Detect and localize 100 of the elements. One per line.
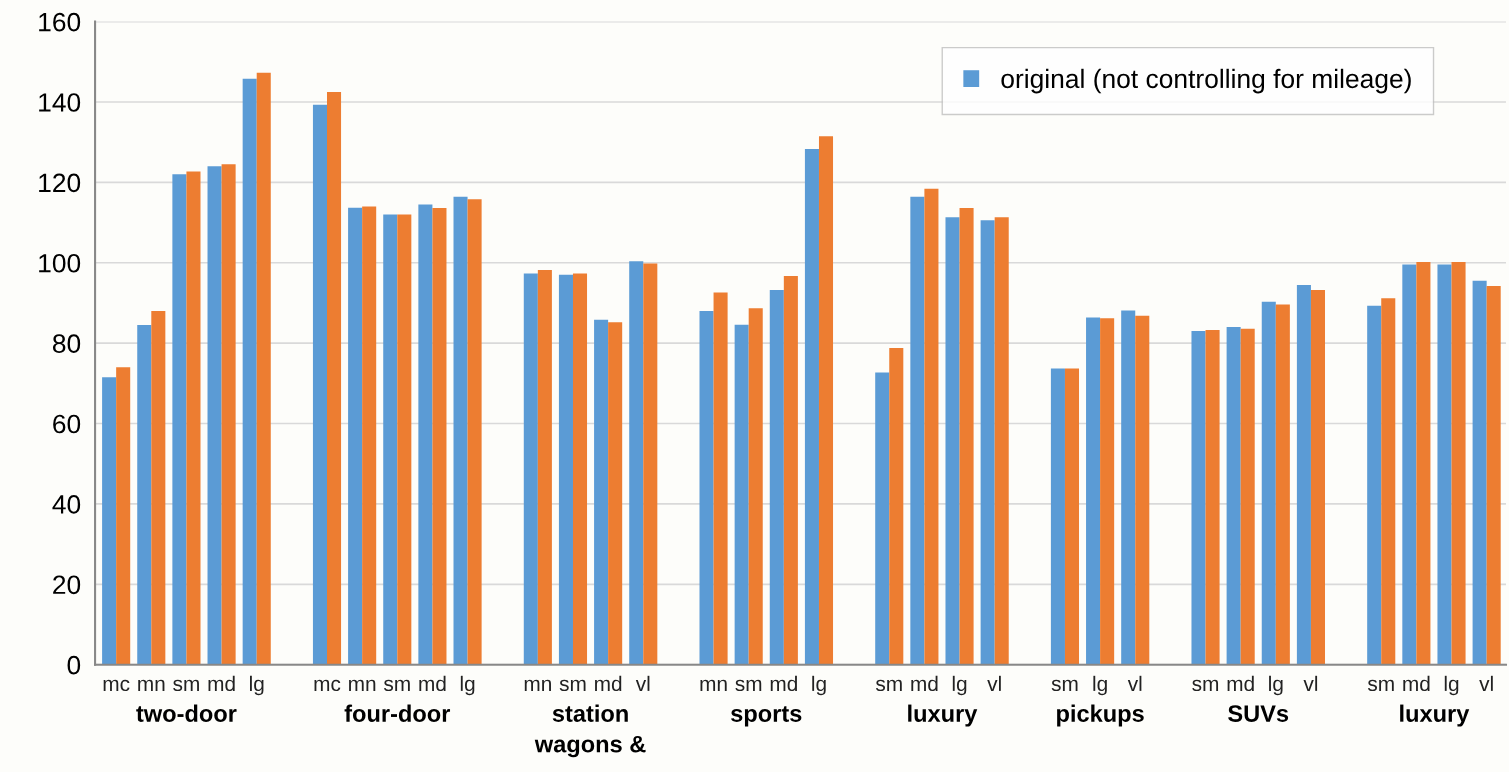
x-tick-label: md [208,675,235,692]
x-tick-label: vl [635,675,650,691]
bar [980,220,995,665]
text: SUVs [1228,705,1289,722]
bar [1367,305,1382,665]
x-tick-label: md [595,675,622,692]
bar [889,347,904,665]
bar [594,319,609,665]
bar [1191,331,1206,665]
y-tick-label: 40 [52,495,81,514]
x-tick-label: md [419,675,446,692]
bar [102,377,117,665]
bar [453,196,468,665]
text: sports [731,706,802,727]
bar [748,308,763,665]
legend-label: original (not controlling for mileage) [1001,68,1411,94]
bar [242,78,257,665]
bar [397,214,412,665]
x-tick-label: mn [524,679,551,691]
x-tick-label: sm [735,679,762,692]
text: station wagons & [534,704,646,758]
text: two-door [136,704,237,722]
x-tick-label: lg [952,675,967,696]
x-tick-label: lg [460,675,475,696]
bar [629,261,644,665]
bar [116,367,131,665]
y-tick-label: 60 [53,414,81,434]
bar [1451,261,1466,665]
bar [1100,318,1115,665]
bar [994,217,1009,665]
x-tick-label: lg [1093,675,1107,696]
bar [1486,286,1501,665]
y-tick-label: 100 [39,253,81,273]
bar [643,263,658,665]
x-tick-label: vl [987,675,1001,691]
bar [256,72,271,665]
bar [699,311,714,665]
bar [537,270,552,665]
bar [1086,317,1101,665]
x-tick-label: vl [1303,675,1318,691]
bar [818,136,834,665]
x-tick-label: mc [314,679,341,692]
x-tick-label: lg [812,675,826,696]
y-tick-label: 20 [53,575,81,595]
bar [186,171,201,665]
x-tick-label: sm [1367,679,1394,692]
bar [467,199,482,665]
bar [734,324,749,665]
bar [875,372,890,665]
bar [804,149,819,665]
x-tick-label: mc [103,679,130,692]
bar [1381,298,1396,665]
x-tick-label: sm [1051,679,1078,692]
bar [959,208,974,665]
x-tick-label: lg [1269,675,1283,696]
bar [1135,315,1150,665]
bar [432,208,447,665]
bar [151,311,166,665]
x-tick-label: md [770,675,797,692]
bar [924,188,939,665]
text: luxury [908,704,978,727]
bar [327,91,342,665]
text: pickups [1057,704,1144,727]
x-tick-label: sm [875,679,902,692]
y-tick-label: 80 [52,334,81,353]
x-tick-label: mn [349,679,376,691]
y-tick-label: 120 [39,173,81,193]
x-tick-label: md [1403,675,1430,692]
bar [1205,329,1220,665]
bar [558,274,573,665]
bar [1416,261,1431,665]
bar [362,206,377,665]
bar [221,164,236,665]
x-tick-label: sm [559,679,586,692]
x-tick-label: mn [700,679,727,691]
bar [1121,310,1136,665]
bar [383,214,398,665]
bar [1275,304,1290,665]
bar [172,174,187,665]
bar [1240,328,1255,665]
bar [1050,368,1065,665]
bar [418,204,433,665]
bar [523,273,538,665]
bar [1261,301,1276,665]
bar [783,276,798,665]
y-tick-label: 160 [39,12,81,32]
text: luxury [1400,704,1470,727]
x-tick-label: lg [1444,675,1459,696]
bar [713,292,728,665]
bar [1310,290,1326,665]
bar [348,207,363,665]
bar [608,322,623,665]
y-tick-label: 0 [67,655,81,675]
bar [1437,264,1452,665]
x-tick-label: vl [1479,675,1493,691]
bar [1402,264,1417,665]
bar [945,217,960,665]
bar [207,166,222,665]
x-tick-label: sm [383,679,410,692]
x-tick-label: md [1227,675,1254,692]
